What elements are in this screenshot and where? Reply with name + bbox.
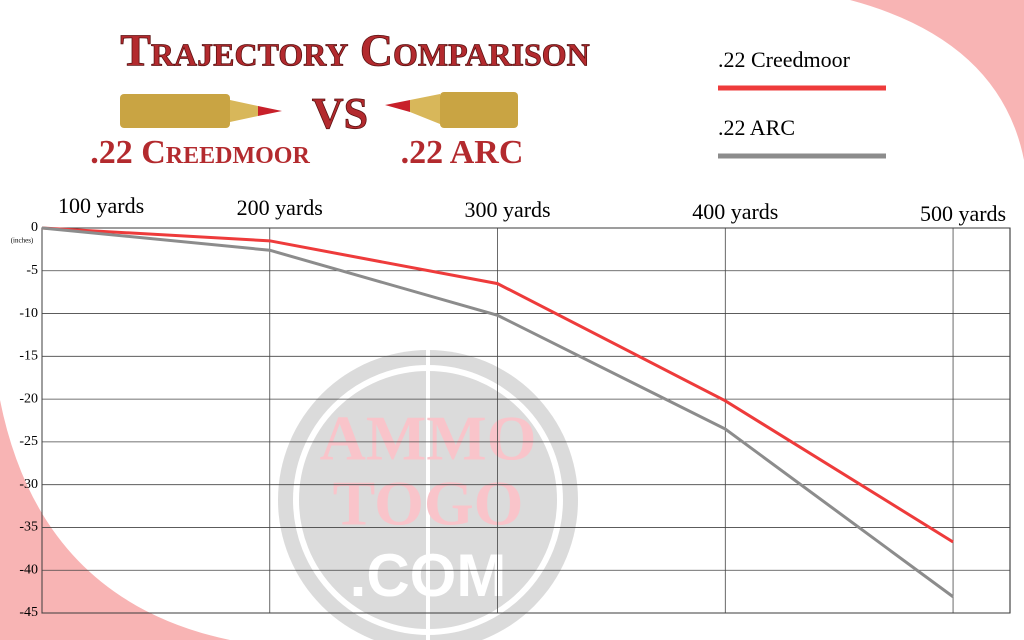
watermark: AMMO TOGO .COM bbox=[278, 350, 578, 640]
x-tick-label: 500 yards bbox=[920, 201, 1006, 226]
x-tick-label: 100 yards bbox=[58, 193, 144, 218]
y-tick-label: -5 bbox=[26, 263, 38, 278]
series-line bbox=[41, 226, 954, 544]
y-tick-label: 0 bbox=[31, 220, 38, 235]
x-tick-label: 400 yards bbox=[692, 199, 778, 224]
watermark-text: AMMO bbox=[320, 403, 537, 474]
chart-title: Trajectory Comparison bbox=[120, 25, 590, 76]
watermark-text: .COM bbox=[350, 542, 507, 609]
background-corner bbox=[0, 400, 230, 640]
y-tick-label: -35 bbox=[19, 520, 38, 535]
legend-label: .22 ARC bbox=[718, 115, 795, 140]
series-line bbox=[41, 226, 954, 598]
subtitle-left: .22 Creedmoor bbox=[90, 134, 310, 171]
y-tick-label: -45 bbox=[19, 605, 38, 620]
y-tick-label: -30 bbox=[19, 477, 38, 492]
x-tick-label: 300 yards bbox=[464, 197, 550, 222]
cartridge-image bbox=[120, 94, 282, 128]
y-tick-label: -10 bbox=[19, 306, 38, 321]
watermark-text: TOGO bbox=[333, 468, 524, 539]
watermark-circle bbox=[278, 350, 578, 640]
subtitle-right: .22 ARC bbox=[401, 134, 524, 171]
y-tick-label: -25 bbox=[19, 434, 38, 449]
watermark-ring bbox=[293, 365, 563, 635]
background-corner bbox=[850, 0, 1024, 160]
subtitle-vs: VS bbox=[312, 89, 368, 138]
legend-label: .22 Creedmoor bbox=[718, 47, 851, 72]
y-axis-label: (inches) bbox=[11, 237, 34, 245]
y-tick-label: -40 bbox=[19, 562, 38, 577]
x-tick-label: 200 yards bbox=[237, 195, 323, 220]
cartridge-image bbox=[385, 92, 518, 128]
y-tick-label: -20 bbox=[19, 391, 38, 406]
y-tick-label: -15 bbox=[19, 349, 38, 364]
